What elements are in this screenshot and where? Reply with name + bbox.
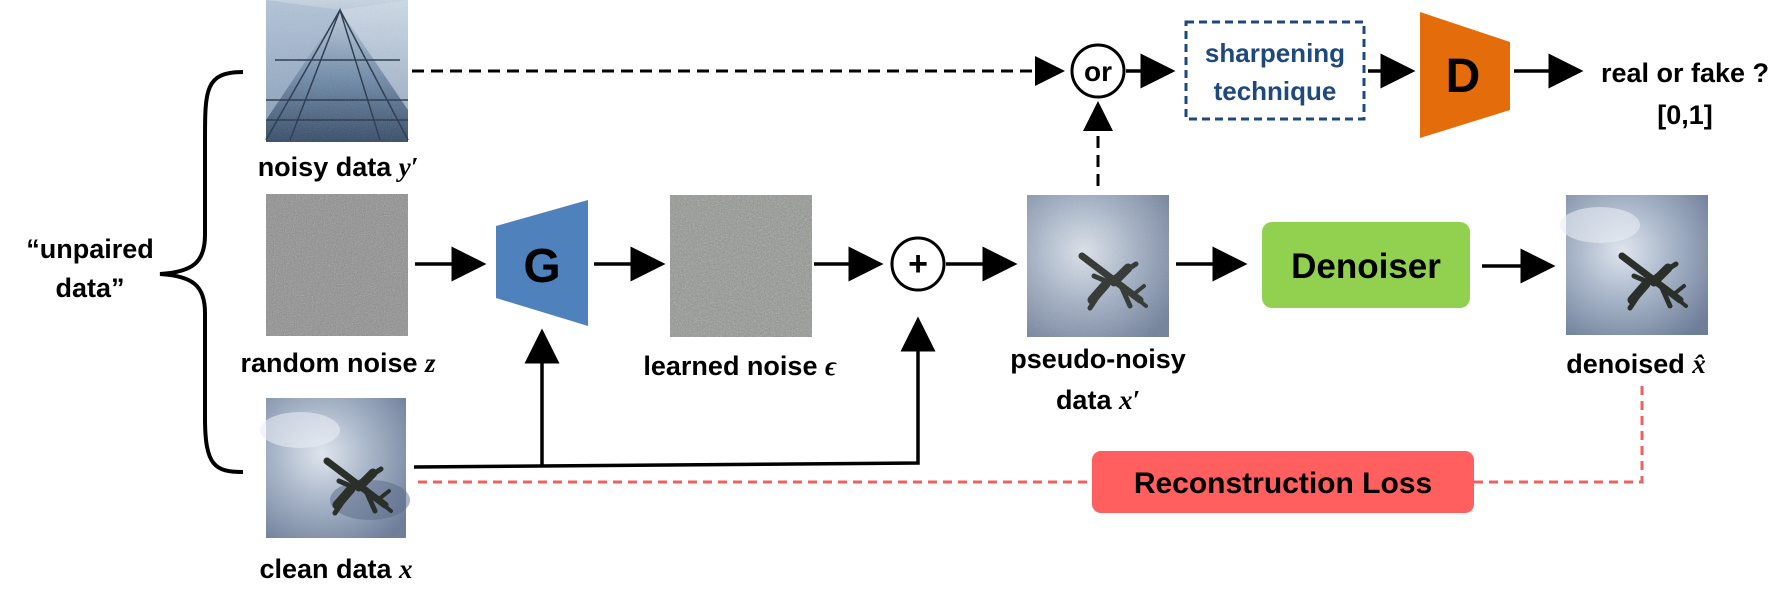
clean-data-image [260, 398, 410, 538]
random-noise-label: random noise z [240, 348, 436, 378]
output-label-line1: real or fake ? [1601, 58, 1769, 88]
learned-noise-image [670, 195, 812, 337]
pseudo-noisy-image [1027, 195, 1169, 337]
generator-block [496, 200, 588, 326]
discriminator-block [1420, 12, 1510, 138]
plus-operator [890, 236, 946, 292]
output-label-line2: [0,1] [1657, 100, 1713, 130]
discriminator-label: D [1446, 50, 1481, 103]
sharpening-label-line2: technique [1214, 76, 1337, 106]
or-operator [1070, 43, 1126, 99]
pseudo-noisy-label-line1: pseudo-noisy [1010, 344, 1186, 374]
unpaired-data-brace [159, 70, 244, 474]
sharpening-label-line1: sharpening [1205, 38, 1345, 68]
unpaired-data-label-line2: data” [55, 273, 124, 303]
learned-noise-label: learned noise ϵ [643, 351, 837, 381]
arrow-clean-to-plus [413, 316, 936, 469]
denoised-image [1560, 195, 1708, 335]
pseudo-noisy-label-line2: data x′ [1056, 385, 1140, 415]
denoiser-block [1262, 222, 1470, 308]
reconstruction-loss-connector [418, 384, 1644, 484]
unpaired-data-label-line1: “unpaired [26, 234, 154, 264]
noisy-data-image [265, 0, 409, 142]
clean-data-label: clean data x [259, 554, 412, 584]
denoiser-label: Denoiser [1291, 247, 1441, 286]
reconstruction-loss-block [1092, 451, 1474, 513]
noisy-data-label: noisy data y′ [258, 152, 419, 182]
or-operator-label: or [1084, 56, 1112, 87]
random-noise-image [266, 194, 408, 336]
generator-label: G [523, 240, 560, 293]
denoised-label: denoised x̂ [1566, 349, 1706, 379]
sharpening-technique-block [1184, 20, 1366, 121]
reconstruction-loss-label: Reconstruction Loss [1134, 467, 1432, 500]
plus-operator-label: + [908, 245, 928, 283]
